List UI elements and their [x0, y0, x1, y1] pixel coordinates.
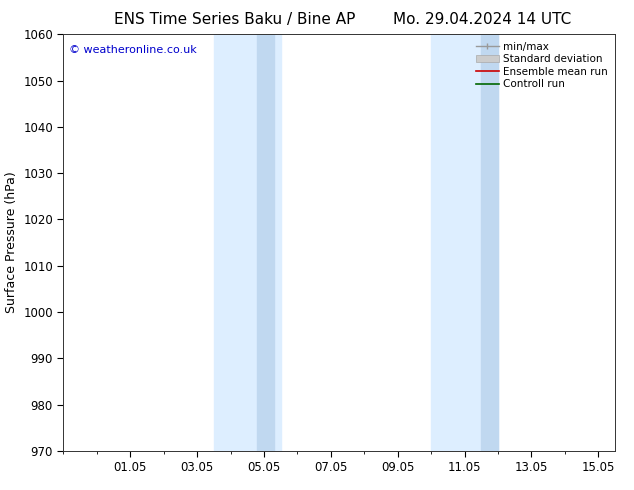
Text: © weatheronline.co.uk: © weatheronline.co.uk	[69, 45, 197, 55]
Bar	[481, 34, 498, 451]
Bar	[257, 34, 274, 451]
Bar	[431, 34, 498, 451]
Text: Mo. 29.04.2024 14 UTC: Mo. 29.04.2024 14 UTC	[393, 12, 571, 27]
Bar	[214, 34, 281, 451]
Y-axis label: Surface Pressure (hPa): Surface Pressure (hPa)	[4, 172, 18, 314]
Legend: min/max, Standard deviation, Ensemble mean run, Controll run: min/max, Standard deviation, Ensemble me…	[474, 40, 610, 92]
Text: ENS Time Series Baku / Bine AP: ENS Time Series Baku / Bine AP	[114, 12, 356, 27]
